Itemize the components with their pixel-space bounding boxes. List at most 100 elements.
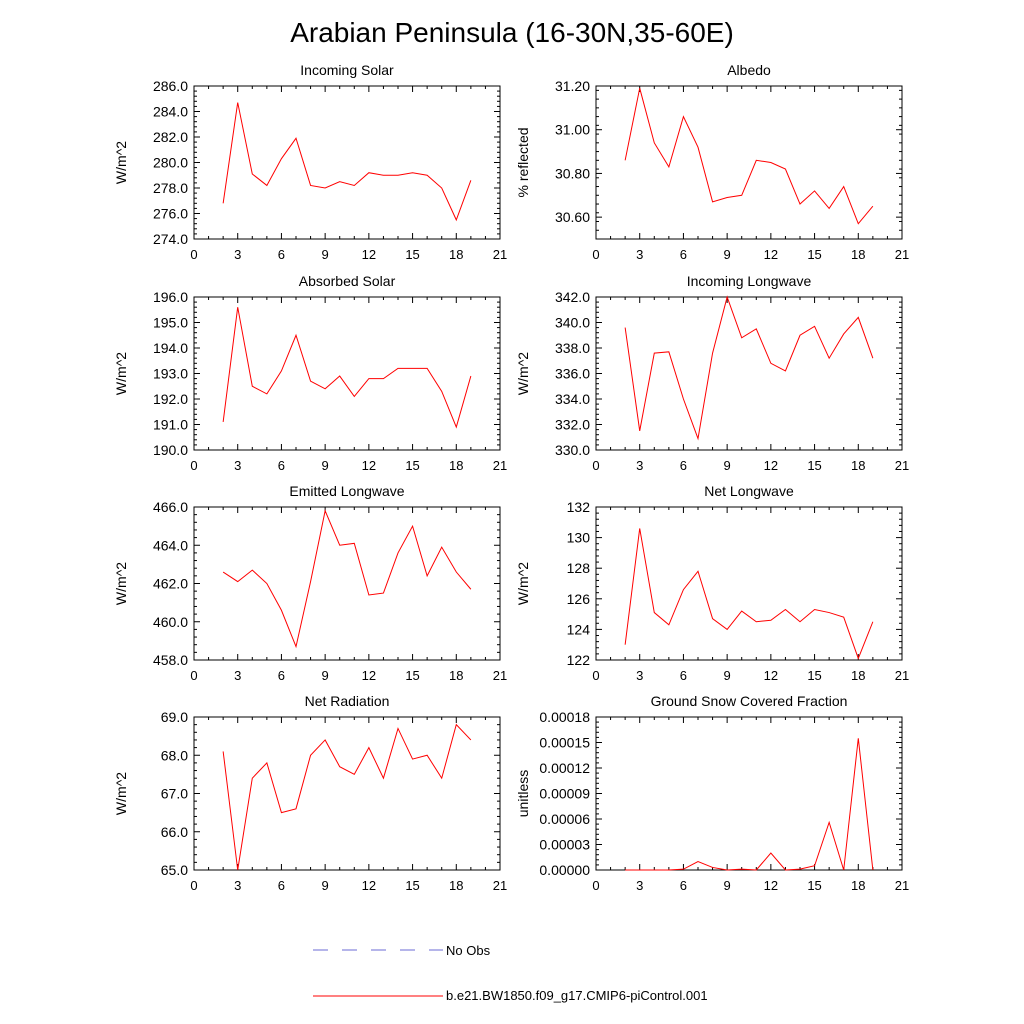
net-radiation-x-tick-label: 21 (493, 878, 507, 893)
emitted-longwave-x-tick-label: 21 (493, 668, 507, 683)
emitted-longwave-x-tick-label: 12 (362, 668, 376, 683)
ground-snow-covered-fraction-x-tick-label: 6 (680, 878, 687, 893)
albedo-x-tick-label: 3 (636, 247, 643, 262)
incoming-solar-y-tick-label: 276.0 (153, 206, 188, 222)
albedo-x-tick-label: 21 (895, 247, 909, 262)
incoming-longwave-y-axis-label: W/m^2 (515, 352, 531, 395)
incoming-longwave-x-tick-label: 18 (851, 458, 865, 473)
emitted-longwave-y-tick-label: 458.0 (153, 652, 188, 668)
net-longwave-x-tick-label: 21 (895, 668, 909, 683)
emitted-longwave-panel-title: Emitted Longwave (289, 483, 404, 499)
absorbed-solar-y-tick-label: 190.0 (153, 442, 188, 458)
ground-snow-covered-fraction-y-tick-label: 0.00015 (539, 735, 590, 751)
incoming-longwave-x-tick-label: 9 (724, 458, 731, 473)
incoming-longwave-series-line-0 (624, 295, 874, 441)
albedo-x-tick-label: 0 (592, 247, 599, 262)
ground-snow-covered-fraction-x-tick-label: 21 (895, 878, 909, 893)
incoming-solar-y-tick-label: 286.0 (153, 78, 188, 94)
ground-snow-covered-fraction-x-tick-label: 18 (851, 878, 865, 893)
incoming-longwave-y-tick-label: 332.0 (555, 417, 590, 433)
incoming-solar-y-tick-label: 280.0 (153, 155, 188, 171)
emitted-longwave-x-tick-label: 9 (322, 668, 329, 683)
incoming-solar-y-tick-label: 282.0 (153, 129, 188, 145)
absorbed-solar-y-tick-label: 192.0 (153, 391, 188, 407)
panel-incoming-solar: Incoming Solar W/m^2 0 3 6 9 12 15 18 21 274.0 276.… (113, 62, 507, 262)
net-longwave-x-tick-label: 12 (764, 668, 778, 683)
net-longwave-y-tick-label: 124 (567, 621, 591, 637)
panels: Incoming Solar W/m^2 0 3 6 9 12 15 18 21 274.0 276.… (113, 62, 909, 893)
net-longwave-x-tick-label: 3 (636, 668, 643, 683)
net-longwave-y-tick-label: 128 (567, 560, 591, 576)
absorbed-solar-x-tick-label: 0 (190, 458, 197, 473)
net-radiation-x-tick-label: 12 (362, 878, 376, 893)
ground-snow-covered-fraction-x-tick-label: 0 (592, 878, 599, 893)
panel-net-longwave: Net Longwave W/m^2 0 3 6 9 12 15 18 21 122 124 126 12… (515, 483, 909, 683)
net-radiation-y-tick-label: 68.0 (161, 747, 188, 763)
albedo-x-tick-label: 9 (724, 247, 731, 262)
emitted-longwave-series-line-0 (222, 509, 472, 649)
incoming-solar-panel-title: Incoming Solar (300, 62, 394, 78)
ground-snow-covered-fraction-y-tick-label: 0.00018 (539, 709, 590, 725)
incoming-solar-x-tick-label: 3 (234, 247, 241, 262)
incoming-longwave-y-tick-label: 330.0 (555, 442, 590, 458)
net-radiation-x-tick-label: 6 (278, 878, 285, 893)
net-radiation-y-tick-label: 69.0 (161, 709, 188, 725)
emitted-longwave-y-tick-label: 466.0 (153, 499, 188, 515)
net-radiation-x-tick-label: 9 (322, 878, 329, 893)
absorbed-solar-y-axis-label: W/m^2 (113, 352, 129, 395)
figure-title: Arabian Peninsula (16-30N,35-60E) (290, 17, 734, 48)
emitted-longwave-x-tick-label: 15 (405, 668, 419, 683)
legend-label-no-obs: No Obs (446, 943, 491, 958)
incoming-solar-series-line-0 (222, 102, 472, 222)
absorbed-solar-x-tick-label: 6 (278, 458, 285, 473)
net-radiation-series-line-0 (222, 723, 472, 871)
emitted-longwave-y-tick-label: 460.0 (153, 614, 188, 630)
incoming-longwave-x-tick-label: 3 (636, 458, 643, 473)
incoming-longwave-y-tick-label: 338.0 (555, 340, 590, 356)
albedo-y-axis-label: % reflected (515, 127, 531, 197)
absorbed-solar-y-tick-label: 195.0 (153, 315, 188, 331)
albedo-x-tick-label: 18 (851, 247, 865, 262)
incoming-longwave-y-tick-label: 342.0 (555, 289, 590, 305)
net-longwave-y-tick-label: 130 (567, 530, 591, 546)
absorbed-solar-y-tick-label: 196.0 (153, 289, 188, 305)
net-radiation-y-tick-label: 67.0 (161, 786, 188, 802)
panel-net-radiation: Net Radiation W/m^2 0 3 6 9 12 15 18 21 65.0 66.0 67… (113, 693, 507, 893)
net-radiation-y-tick-label: 66.0 (161, 824, 188, 840)
net-longwave-x-tick-label: 9 (724, 668, 731, 683)
incoming-longwave-y-tick-label: 336.0 (555, 366, 590, 382)
net-radiation-x-tick-label: 0 (190, 878, 197, 893)
ground-snow-covered-fraction-y-tick-label: 0.00012 (539, 760, 590, 776)
albedo-series-line-0 (624, 88, 874, 225)
ground-snow-covered-fraction-y-axis-label: unitless (515, 770, 531, 817)
net-longwave-y-axis-label: W/m^2 (515, 562, 531, 605)
net-longwave-plot-frame (595, 506, 903, 661)
incoming-longwave-panel-title: Incoming Longwave (687, 273, 812, 289)
incoming-solar-x-tick-label: 0 (190, 247, 197, 262)
legend-label-model: b.e21.BW1850.f09_g17.CMIP6-piControl.001 (446, 988, 708, 1003)
panel-incoming-longwave: Incoming Longwave W/m^2 0 3 6 9 12 15 18 21 330.0 3… (515, 273, 909, 473)
incoming-solar-y-tick-label: 278.0 (153, 180, 188, 196)
incoming-solar-x-tick-label: 18 (449, 247, 463, 262)
albedo-x-tick-label: 6 (680, 247, 687, 262)
emitted-longwave-y-axis-label: W/m^2 (113, 562, 129, 605)
absorbed-solar-series-line-0 (222, 307, 472, 429)
emitted-longwave-y-tick-label: 462.0 (153, 576, 188, 592)
absorbed-solar-y-tick-label: 191.0 (153, 417, 188, 433)
panel-absorbed-solar: Absorbed Solar W/m^2 0 3 6 9 12 15 18 21 190.0 191.… (113, 273, 507, 473)
panel-ground-snow-covered-fraction: Ground Snow Covered Fraction unitless 0 3 6 9… (515, 693, 909, 893)
net-radiation-x-tick-label: 18 (449, 878, 463, 893)
net-radiation-panel-title: Net Radiation (305, 693, 390, 709)
absorbed-solar-x-tick-label: 3 (234, 458, 241, 473)
net-longwave-y-tick-label: 132 (567, 499, 591, 515)
net-longwave-x-tick-label: 6 (680, 668, 687, 683)
net-radiation-y-tick-label: 65.0 (161, 862, 188, 878)
absorbed-solar-x-tick-label: 21 (493, 458, 507, 473)
legend: No Obs b.e21.BW1850.f09_g17.CMIP6-piCont… (313, 943, 708, 1003)
albedo-plot-frame (595, 85, 903, 240)
emitted-longwave-y-tick-label: 464.0 (153, 537, 188, 553)
net-longwave-x-tick-label: 18 (851, 668, 865, 683)
ground-snow-covered-fraction-y-tick-label: 0.00009 (539, 786, 590, 802)
